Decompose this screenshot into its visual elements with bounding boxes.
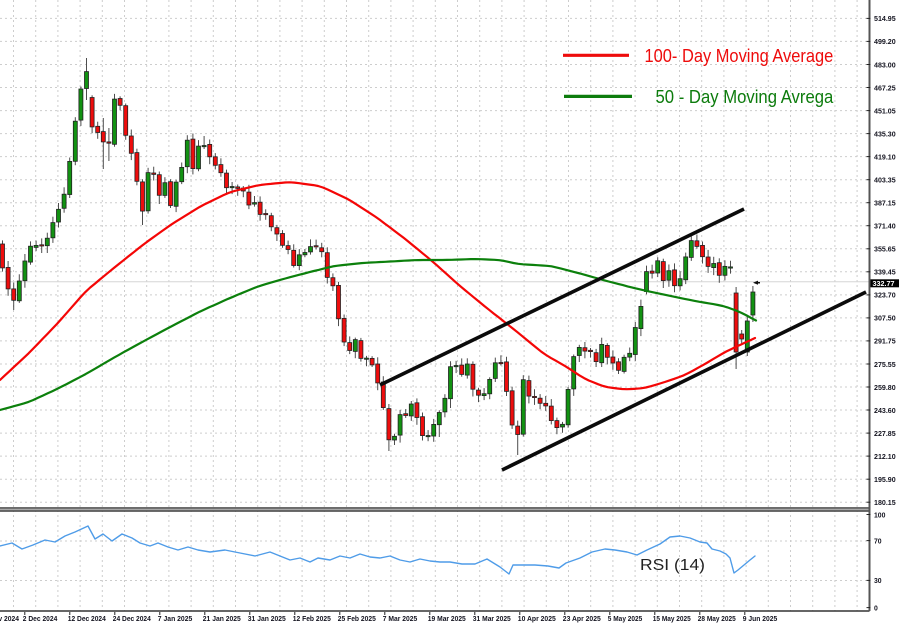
svg-text:371.40: 371.40: [874, 222, 896, 231]
svg-text:100- Day Moving Average: 100- Day Moving Average: [645, 45, 834, 66]
svg-text:100: 100: [874, 510, 885, 519]
svg-text:435.30: 435.30: [874, 129, 896, 138]
svg-text:23 Apr 2025: 23 Apr 2025: [563, 614, 601, 623]
svg-text:419.10: 419.10: [874, 152, 896, 161]
svg-text:24 Dec 2024: 24 Dec 2024: [113, 614, 152, 623]
svg-text:7 Mar 2025: 7 Mar 2025: [383, 614, 418, 623]
svg-text:307.50: 307.50: [874, 314, 896, 323]
svg-text:2 Dec 2024: 2 Dec 2024: [23, 614, 58, 623]
svg-text:514.95: 514.95: [874, 14, 896, 23]
svg-text:21 Jan 2025: 21 Jan 2025: [203, 614, 241, 623]
svg-text:451.05: 451.05: [874, 106, 896, 115]
svg-text:467.25: 467.25: [874, 83, 896, 92]
svg-text:227.85: 227.85: [874, 429, 896, 438]
svg-text:243.60: 243.60: [874, 406, 896, 415]
svg-text:403.35: 403.35: [874, 176, 896, 185]
svg-text:9 Jun 2025: 9 Jun 2025: [743, 614, 778, 623]
svg-text:25 Feb 2025: 25 Feb 2025: [338, 614, 376, 623]
svg-text:7 Jan 2025: 7 Jan 2025: [158, 614, 193, 623]
svg-text:259.80: 259.80: [874, 383, 896, 392]
svg-text:323.70: 323.70: [874, 291, 896, 300]
svg-text:212.10: 212.10: [874, 452, 896, 461]
svg-text:339.45: 339.45: [874, 268, 896, 277]
svg-text:12 Feb 2025: 12 Feb 2025: [293, 614, 331, 623]
svg-text:499.20: 499.20: [874, 37, 896, 46]
svg-text:291.75: 291.75: [874, 337, 896, 346]
svg-text:28 May 2025: 28 May 2025: [698, 614, 736, 623]
svg-text:275.55: 275.55: [874, 360, 896, 369]
svg-text:25 Nov 2024: 25 Nov 2024: [0, 614, 20, 623]
svg-text:355.65: 355.65: [874, 245, 896, 254]
svg-text:5 May 2025: 5 May 2025: [608, 614, 643, 623]
svg-text:483.00: 483.00: [874, 60, 896, 69]
svg-text:195.90: 195.90: [874, 475, 896, 484]
svg-text:19 Mar 2025: 19 Mar 2025: [428, 614, 466, 623]
svg-text:15 May 2025: 15 May 2025: [653, 614, 691, 623]
svg-text:0: 0: [874, 603, 878, 612]
svg-text:70: 70: [874, 536, 882, 545]
svg-text:31 Mar 2025: 31 Mar 2025: [473, 614, 511, 623]
svg-text:50 - Day Moving Avrega: 50 - Day Moving Avrega: [656, 86, 834, 107]
svg-text:180.15: 180.15: [874, 498, 896, 507]
svg-text:31 Jan 2025: 31 Jan 2025: [248, 614, 286, 623]
svg-text:10 Apr 2025: 10 Apr 2025: [518, 614, 556, 623]
svg-text:RSI (14): RSI (14): [640, 557, 705, 574]
svg-text:12 Dec 2024: 12 Dec 2024: [68, 614, 107, 623]
svg-text:387.15: 387.15: [874, 199, 896, 208]
svg-text:332.77: 332.77: [873, 279, 895, 288]
svg-text:30: 30: [874, 576, 882, 585]
